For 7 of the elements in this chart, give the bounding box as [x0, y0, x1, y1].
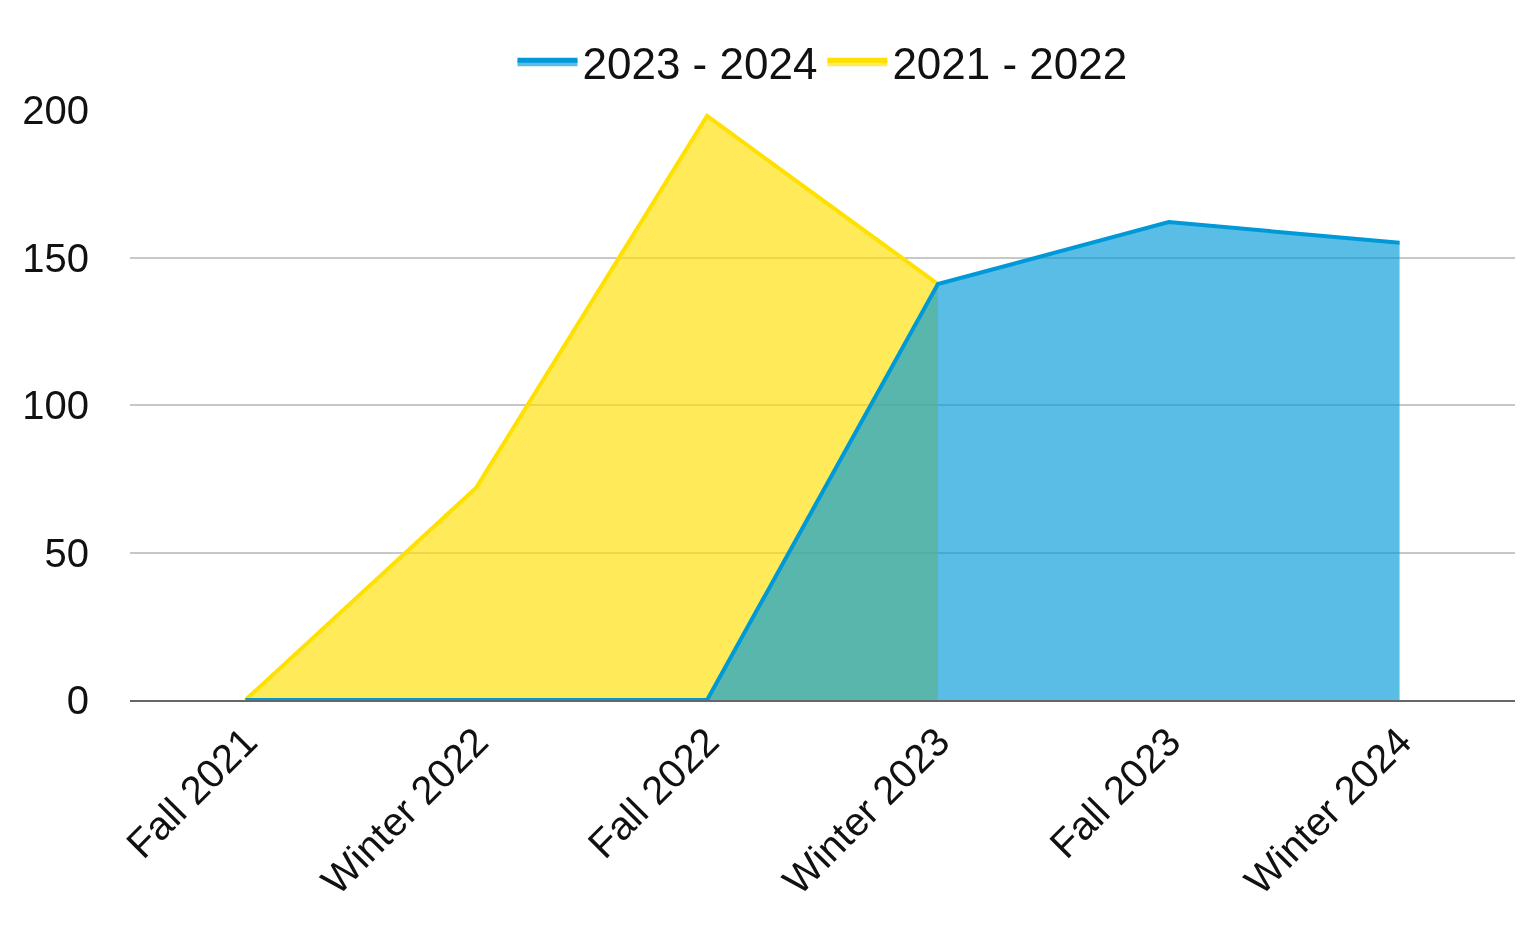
y-tick-label: 50 [44, 530, 89, 575]
y-tick-label: 0 [66, 678, 89, 722]
y-tick-label: 100 [22, 383, 89, 427]
legend-label: 2023 - 2024 [582, 39, 818, 89]
legend-label: 2021 - 2022 [892, 39, 1128, 89]
y-tick-label: 150 [22, 235, 89, 280]
y-tick-label: 200 [22, 88, 89, 132]
